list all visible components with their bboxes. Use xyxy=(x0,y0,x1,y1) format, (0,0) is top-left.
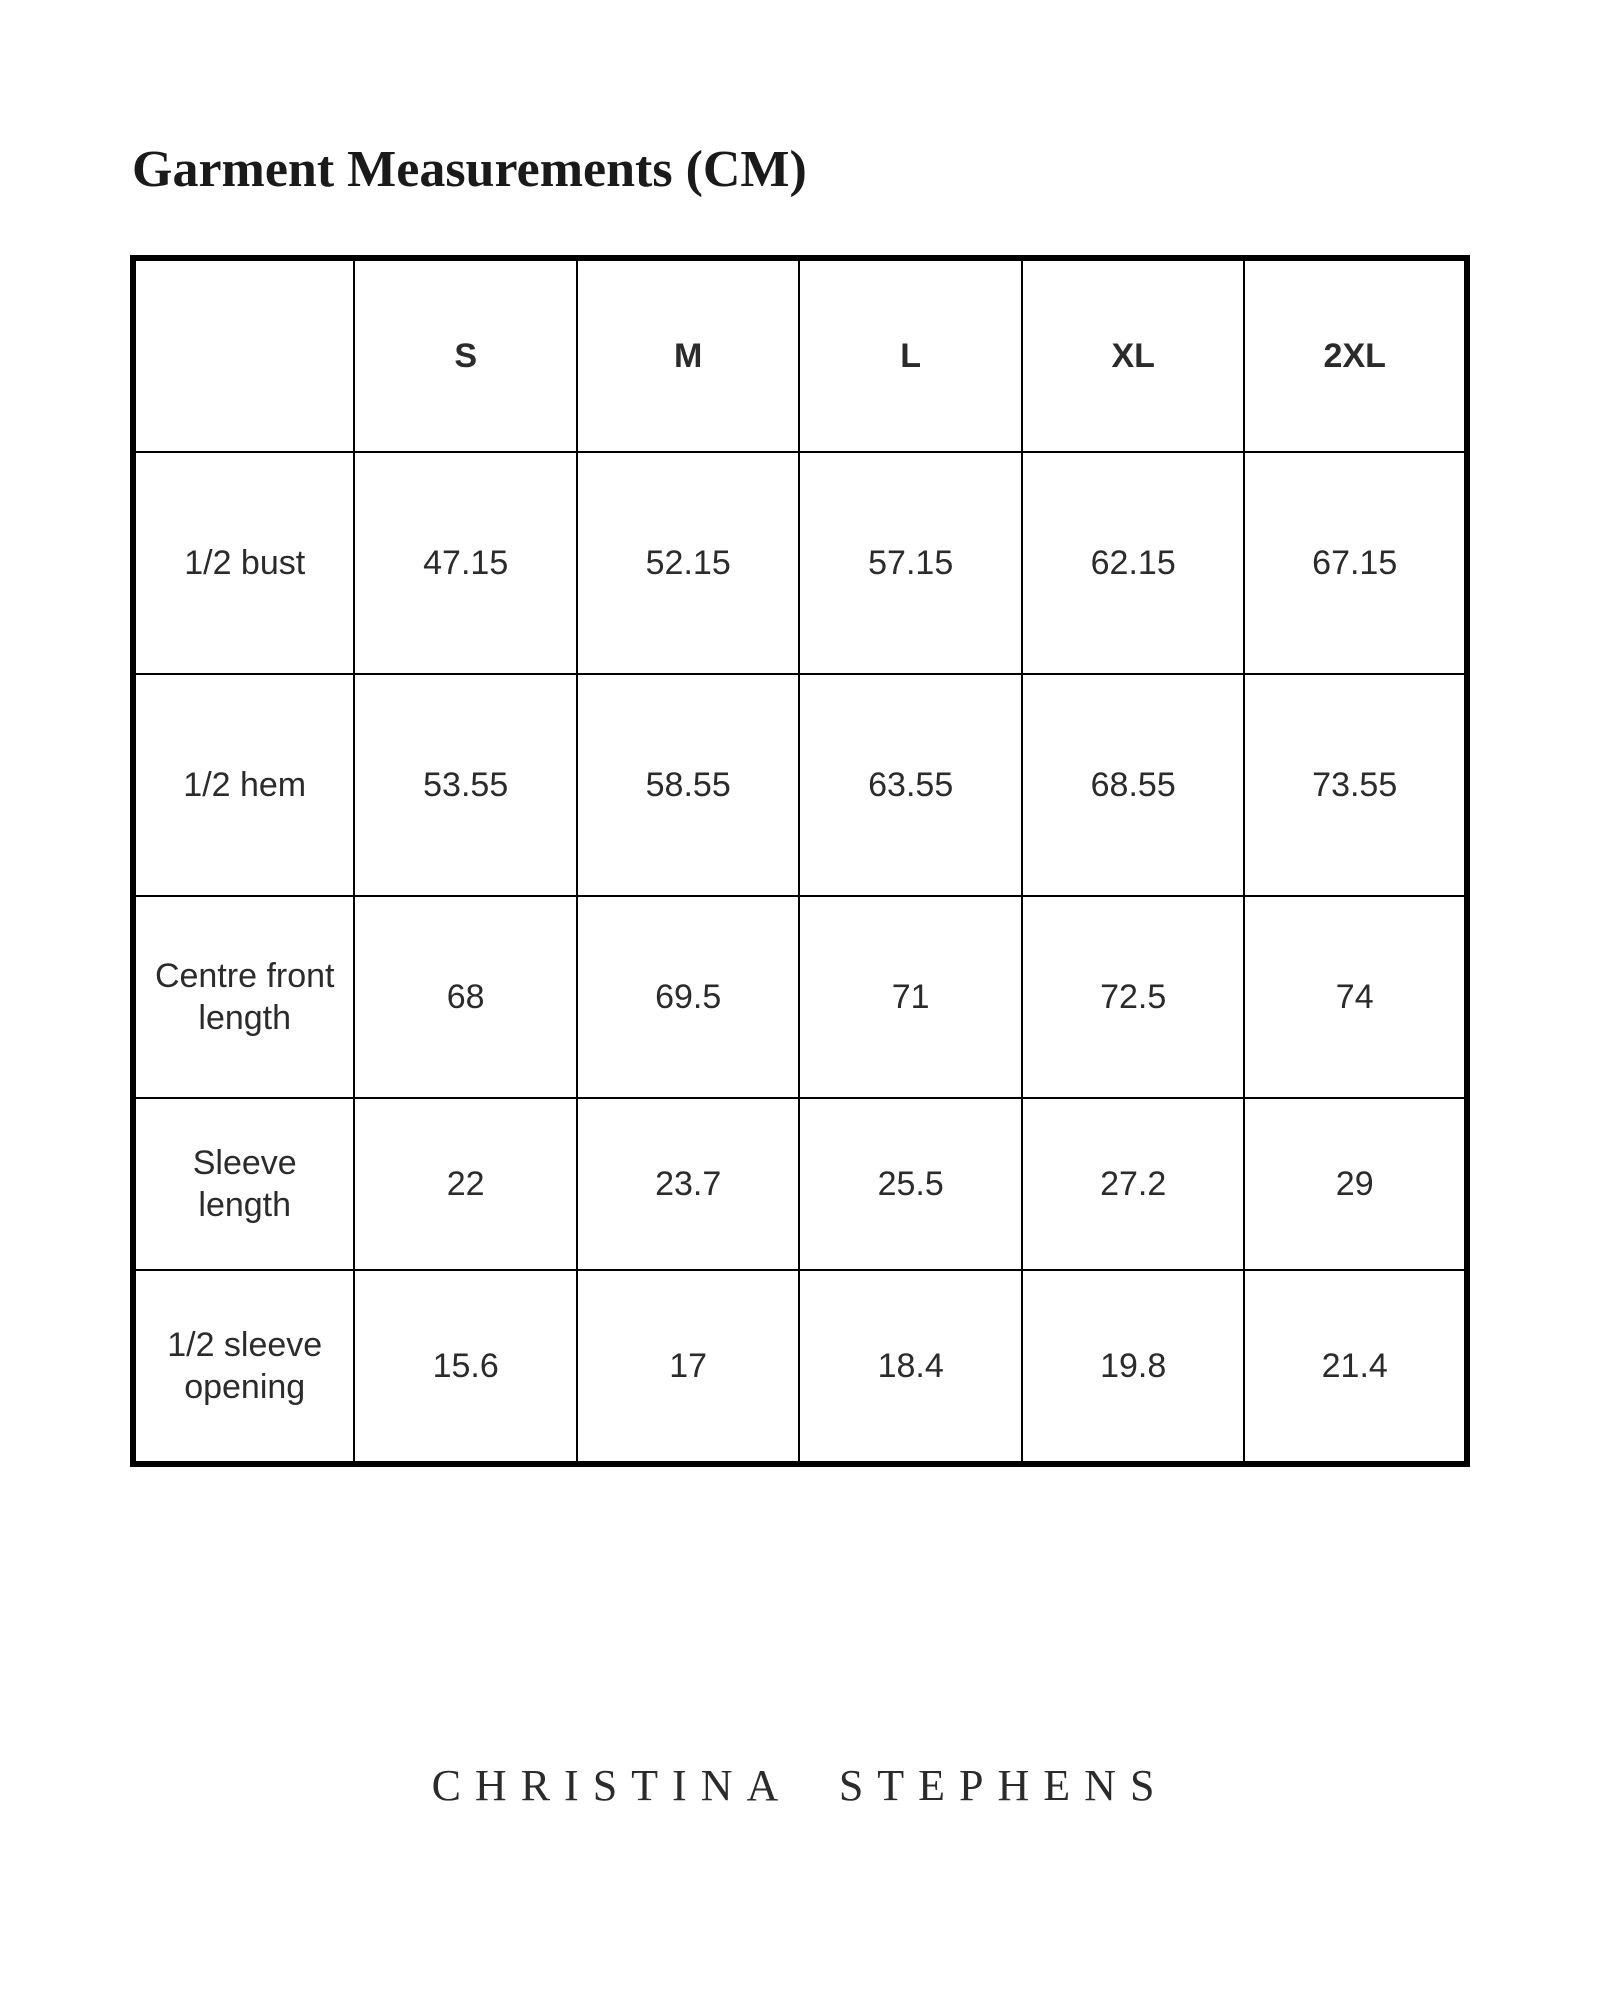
cell: 73.55 xyxy=(1244,674,1467,896)
table-row: 1/2 hem 53.55 58.55 63.55 68.55 73.55 xyxy=(133,674,1467,896)
row-label: 1/2 hem xyxy=(133,674,354,896)
table-corner-cell xyxy=(133,258,354,452)
row-label: Sleeve length xyxy=(133,1098,354,1270)
table-row: Sleeve length 22 23.7 25.5 27.2 29 xyxy=(133,1098,1467,1270)
cell: 27.2 xyxy=(1022,1098,1245,1270)
cell: 19.8 xyxy=(1022,1270,1245,1464)
table-header-row: S M L XL 2XL xyxy=(133,258,1467,452)
cell: 52.15 xyxy=(577,452,800,674)
cell: 18.4 xyxy=(799,1270,1022,1464)
cell: 63.55 xyxy=(799,674,1022,896)
cell: 17 xyxy=(577,1270,800,1464)
cell: 72.5 xyxy=(1022,896,1245,1098)
table-row: 1/2 sleeve opening 15.6 17 18.4 19.8 21.… xyxy=(133,1270,1467,1464)
cell: 62.15 xyxy=(1022,452,1245,674)
cell: 57.15 xyxy=(799,452,1022,674)
row-label: 1/2 sleeve opening xyxy=(133,1270,354,1464)
cell: 68 xyxy=(354,896,577,1098)
cell: 25.5 xyxy=(799,1098,1022,1270)
table-row: 1/2 bust 47.15 52.15 57.15 62.15 67.15 xyxy=(133,452,1467,674)
cell: 71 xyxy=(799,896,1022,1098)
cell: 53.55 xyxy=(354,674,577,896)
cell: 58.55 xyxy=(577,674,800,896)
cell: 67.15 xyxy=(1244,452,1467,674)
brand-wordmark: CHRISTINA STEPHENS xyxy=(0,1760,1600,1811)
cell: 47.15 xyxy=(354,452,577,674)
cell: 68.55 xyxy=(1022,674,1245,896)
table-row: Centre front length 68 69.5 71 72.5 74 xyxy=(133,896,1467,1098)
col-header: 2XL xyxy=(1244,258,1467,452)
cell: 15.6 xyxy=(354,1270,577,1464)
cell: 21.4 xyxy=(1244,1270,1467,1464)
row-label: 1/2 bust xyxy=(133,452,354,674)
cell: 22 xyxy=(354,1098,577,1270)
cell: 74 xyxy=(1244,896,1467,1098)
row-label: Centre front length xyxy=(133,896,354,1098)
col-header: M xyxy=(577,258,800,452)
page-title: Garment Measurements (CM) xyxy=(132,140,1470,199)
cell: 69.5 xyxy=(577,896,800,1098)
col-header: L xyxy=(799,258,1022,452)
measurements-table: S M L XL 2XL 1/2 bust 47.15 52.15 57.15 … xyxy=(130,255,1470,1467)
col-header: S xyxy=(354,258,577,452)
cell: 29 xyxy=(1244,1098,1467,1270)
cell: 23.7 xyxy=(577,1098,800,1270)
col-header: XL xyxy=(1022,258,1245,452)
